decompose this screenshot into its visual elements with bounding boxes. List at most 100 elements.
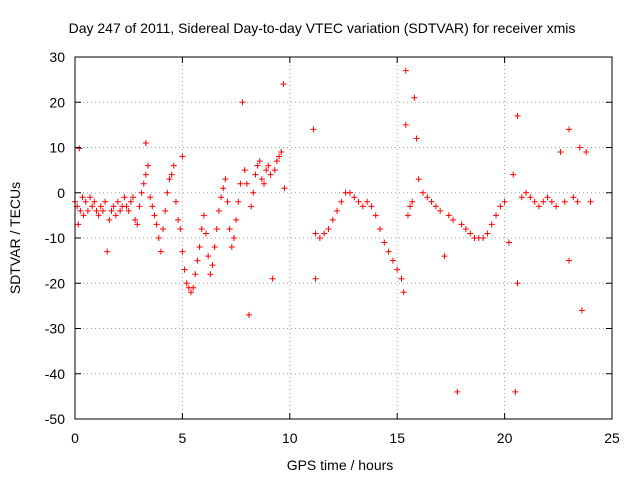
data-point [432,203,439,210]
data-point [267,171,274,178]
data-point [372,212,379,219]
data-point [218,194,225,201]
data-point [164,189,171,196]
data-point [250,189,257,196]
data-point [445,212,452,219]
y-tick-label: -20 [45,275,65,291]
data-point [566,126,573,133]
data-point [512,388,519,395]
data-point [312,275,319,282]
data-point [402,67,409,74]
data-point [527,194,534,201]
data-point [548,198,555,205]
data-point [112,212,119,219]
data-point [407,203,414,210]
data-point [129,194,136,201]
x-tick-label: 5 [179,430,187,446]
data-point [117,207,124,214]
y-tick-label: 0 [57,185,65,201]
data-point [160,225,167,232]
data-point [271,167,278,174]
data-point [450,216,457,223]
data-point [140,180,147,187]
data-point [338,198,345,205]
y-tick-label: 30 [49,49,65,65]
y-tick-label: -30 [45,321,65,337]
data-point [104,248,111,255]
y-tick-label: -10 [45,230,65,246]
data-point [142,139,149,146]
data-point [172,198,179,205]
data-point [261,180,268,187]
data-point [316,235,323,241]
data-point [265,162,272,169]
data-point [574,198,581,205]
data-point [132,216,139,223]
data-point [493,212,500,219]
data-point [155,235,162,241]
data-point [351,194,358,201]
data-point [134,221,141,228]
data-point [205,253,212,260]
data-point [385,248,392,255]
data-point [409,198,416,205]
data-point [82,198,89,205]
data-point [419,189,426,196]
data-point [181,266,188,273]
data-point [166,176,173,183]
data-point [153,221,160,228]
data-point [531,198,538,205]
data-point [168,171,175,178]
data-point [553,203,560,210]
data-point [239,99,246,106]
data-point [334,207,341,214]
data-point [84,207,91,214]
grid [75,57,612,419]
chart-title: Day 247 of 2011, Sidereal Day-to-day VTE… [69,20,576,36]
data-point [377,225,384,232]
data-point [437,207,444,214]
data-point [510,171,517,178]
data-point [175,216,182,223]
data-point [91,198,98,205]
x-axis-label: GPS time / hours [287,457,394,473]
data-point [179,153,186,160]
data-point [561,198,568,205]
y-axis-label: SDTVAR / TECUs [7,182,23,294]
data-point [93,207,100,214]
data-point [177,225,184,232]
data-point [411,94,418,101]
y-tick-label: -50 [45,411,65,427]
data-point [557,149,564,156]
data-point [535,203,542,210]
x-tick-labels: 0 5 10 15 20 25 [71,430,620,446]
data-point [76,145,83,152]
data-point [454,388,461,395]
data-point [136,203,143,210]
data-point [278,149,285,156]
data-point [269,275,276,282]
data-point [157,248,164,255]
data-point [245,311,252,318]
data-point [102,198,109,205]
data-point [540,198,547,205]
data-point [138,189,145,196]
data-point [258,176,265,183]
x-tick-label: 20 [497,430,513,446]
data-point [77,207,84,214]
data-point [203,230,210,237]
data-point [428,198,435,205]
data-point [570,194,577,201]
data-point [256,158,263,165]
data-point [346,189,353,196]
data-point [123,203,130,210]
data-point [364,198,371,205]
data-point [497,203,504,210]
data-point [398,275,405,282]
data-point [145,162,152,169]
data-point [121,194,128,201]
axis-ticks [74,56,613,420]
data-point [89,203,96,210]
data-point [243,180,250,187]
